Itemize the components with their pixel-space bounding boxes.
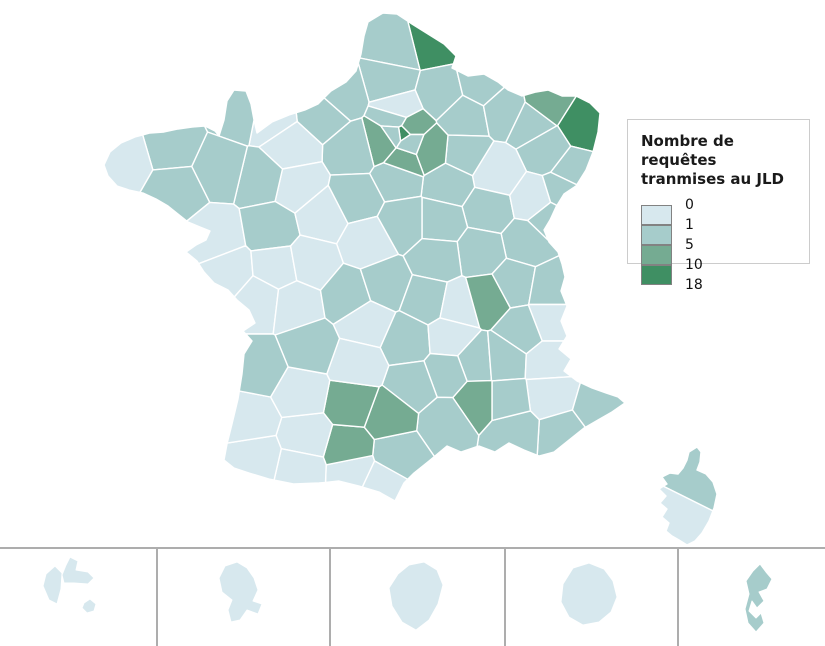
territory-Guadeloupe[interactable] [81, 598, 97, 614]
legend-title: Nombre de requêtes tranmises au JLD [641, 132, 799, 189]
department-Haute-Savoie[interactable] [528, 254, 568, 306]
legend-label-3: 10 [685, 257, 703, 273]
legend-swatch-2 [641, 245, 672, 265]
territory-La Reunion[interactable] [560, 562, 618, 626]
department-Var[interactable] [536, 409, 586, 457]
department-Seine-Saint-Denis[interactable] [401, 108, 438, 136]
department-Loire-Atlantique[interactable] [185, 201, 247, 265]
department-Pyrenees-Atlantiques[interactable] [223, 434, 282, 481]
territory-Guadeloupe[interactable] [61, 556, 95, 585]
legend-title-line2: tranmises au JLD [641, 170, 785, 188]
legend-scale: 0 1 5 10 18 [641, 197, 799, 297]
department-Cotes-d'Armor[interactable] [142, 125, 209, 171]
territory-Guadeloupe[interactable] [42, 565, 63, 605]
legend-label-0: 0 [685, 197, 694, 213]
legend-label-2: 5 [685, 237, 694, 253]
department-Gironde[interactable] [238, 333, 289, 398]
legend-title-line1: Nombre de requêtes [641, 132, 734, 169]
territory-Mayotte[interactable] [744, 563, 773, 633]
legend-box: Nombre de requêtes tranmises au JLD 0 1 … [627, 119, 810, 293]
legend-swatch-1 [641, 225, 672, 245]
department-Val-de-Marne[interactable] [395, 133, 425, 156]
legend-label-1: 1 [685, 217, 694, 233]
legend-label-4: 18 [685, 277, 703, 293]
department-Finistere[interactable] [103, 134, 154, 194]
territory-Guyane[interactable] [388, 561, 444, 631]
department-Lot[interactable] [326, 337, 390, 388]
territory-Martinique[interactable] [218, 561, 263, 623]
legend-swatch-3 [641, 265, 672, 285]
department-Doubs[interactable] [526, 201, 558, 242]
legend-swatch-0 [641, 205, 672, 225]
department-Morbihan[interactable] [139, 165, 211, 222]
department-Corse-du-Sud[interactable] [658, 485, 714, 546]
